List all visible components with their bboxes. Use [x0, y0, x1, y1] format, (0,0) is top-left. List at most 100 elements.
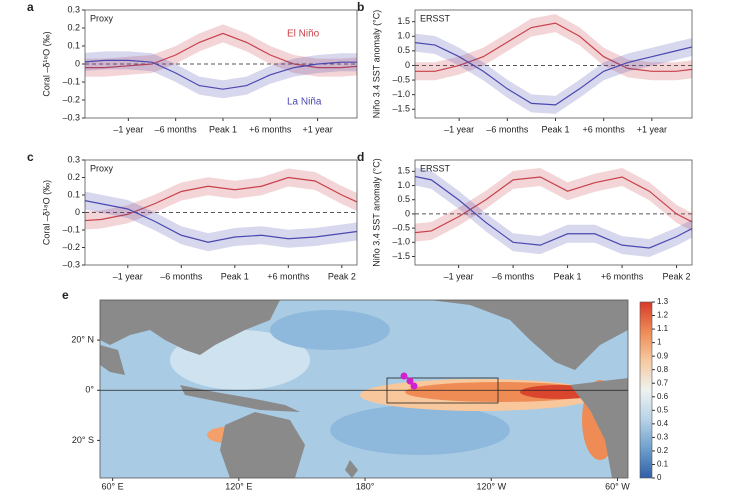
y-tick-label: –1.5	[392, 104, 410, 114]
y-tick-label: –0.2	[62, 242, 80, 252]
uncertainty-band	[415, 168, 692, 242]
x-tick-label: –1 year	[444, 271, 474, 281]
plot-frame	[84, 9, 358, 119]
x-tick-label: –1 year	[444, 124, 474, 134]
panel-label: b	[357, 0, 364, 14]
y-tick-label: 0	[75, 58, 80, 68]
uncertainty-band	[415, 33, 692, 114]
series-label: El Niño	[287, 29, 320, 40]
series-line	[415, 176, 692, 234]
y-tick-label: 0.3	[67, 4, 80, 14]
series-line	[85, 59, 357, 90]
colorbar-tick-label: 0.9	[657, 351, 669, 360]
x-tick-label: +1 year	[302, 124, 332, 134]
x-tick-label: Peak 1	[541, 124, 569, 134]
plot-frame	[414, 9, 693, 119]
land-south-america	[570, 378, 628, 478]
x-tick-label: Peak 2	[663, 271, 691, 281]
coral-site	[406, 377, 414, 385]
plot-frame	[414, 159, 693, 266]
uncertainty-band	[85, 168, 357, 230]
colorbar-tick-label: 1.1	[657, 324, 669, 333]
y-tick-label: –1.0	[392, 237, 410, 247]
y-tick-label: 0.1	[67, 189, 80, 199]
colorbar-tick-label: 1.2	[657, 311, 669, 320]
colorbar-tick-label: 0.8	[657, 365, 669, 374]
annotation: Proxy	[90, 163, 114, 173]
y-tick-label: 0	[405, 60, 410, 70]
series-line	[85, 32, 357, 69]
land-india	[100, 345, 125, 375]
colorbar-tick-label: 0.4	[657, 419, 669, 428]
series-line	[85, 199, 357, 243]
y-tick-label: –0.1	[62, 76, 80, 86]
y-tick-label: 1.0	[397, 180, 410, 190]
x-tick-label: Peak 2	[328, 271, 356, 281]
colorbar-tick-label: 1	[657, 338, 662, 347]
panel-label: d	[357, 150, 364, 164]
x-tick-label: 180°	[356, 481, 375, 490]
y-tick-label: 0.5	[397, 45, 410, 55]
land-asia	[100, 300, 280, 355]
y-axis-label: Niño 3.4 SST anomaly (°C)	[371, 158, 381, 266]
colorbar-tick-label: 0.1	[657, 460, 669, 469]
map-frame	[99, 299, 629, 479]
y-tick-label: 20° N	[71, 334, 94, 344]
annotation: Proxy	[90, 13, 114, 23]
plot	[415, 167, 692, 257]
y-tick-label: 0	[75, 207, 80, 217]
x-tick-label: –6 months	[486, 124, 529, 134]
colorbar-tick-label: 0.3	[657, 432, 669, 441]
y-tick-label: 0.2	[67, 22, 80, 32]
x-tick-label: 60° E	[102, 481, 124, 490]
x-tick-label: 120° E	[225, 481, 252, 490]
series-line	[415, 41, 692, 106]
y-tick-label: 1.5	[397, 166, 410, 176]
x-tick-label: –6 months	[155, 124, 198, 134]
panel-label: c	[27, 150, 34, 164]
plot-frame	[84, 159, 358, 266]
x-tick-label: –1 year	[113, 271, 143, 281]
land-north-america	[430, 300, 628, 370]
y-axis-label: Niño 3.4 SST anomaly (°C)	[371, 10, 381, 118]
x-tick-label: Peak 1	[221, 271, 249, 281]
series-label: La Niña	[287, 97, 322, 108]
y-tick-label: –0.1	[62, 224, 80, 234]
y-axis-label: Coral –δ¹⁸O (‰)	[41, 31, 51, 96]
coral-site	[400, 372, 408, 380]
series-line	[85, 176, 357, 222]
land-nz	[345, 460, 358, 478]
colorbar-tick-label: 0	[657, 473, 662, 482]
y-axis-label: Coral –δ¹⁸O (‰)	[41, 180, 51, 245]
coral-site	[410, 382, 418, 390]
x-tick-label: –6 months	[492, 271, 535, 281]
x-tick-label: 120° W	[476, 481, 506, 490]
y-tick-label: 1.0	[397, 31, 410, 41]
series-line	[415, 175, 692, 249]
y-tick-label: –0.2	[62, 94, 80, 104]
panel-label: a	[27, 0, 34, 14]
y-tick-label: 0.2	[67, 172, 80, 182]
plot	[85, 168, 357, 252]
x-tick-label: Peak 1	[209, 124, 237, 134]
x-tick-label: +6 months	[583, 124, 626, 134]
x-tick-label: +6 months	[249, 124, 292, 134]
y-tick-label: –0.5	[392, 74, 410, 84]
y-tick-label: 0°	[85, 385, 94, 395]
panel-label: e	[62, 288, 69, 302]
plot	[415, 14, 692, 114]
y-tick-label: –0.5	[392, 222, 410, 232]
colorbar-tick-label: 0.5	[657, 405, 669, 414]
land-australia	[220, 412, 305, 478]
x-tick-label: +1 year	[637, 124, 667, 134]
annotation: ERSST	[420, 13, 451, 23]
x-tick-label: –6 months	[160, 271, 203, 281]
y-tick-label: 0.3	[67, 154, 80, 164]
x-tick-label: Peak 1	[554, 271, 582, 281]
colorbar-tick-label: 0.7	[657, 378, 669, 387]
y-tick-label: –1.0	[392, 89, 410, 99]
colorbar-tick-label: 0.2	[657, 446, 669, 455]
y-tick-label: 0.1	[67, 40, 80, 50]
plot	[85, 24, 357, 99]
